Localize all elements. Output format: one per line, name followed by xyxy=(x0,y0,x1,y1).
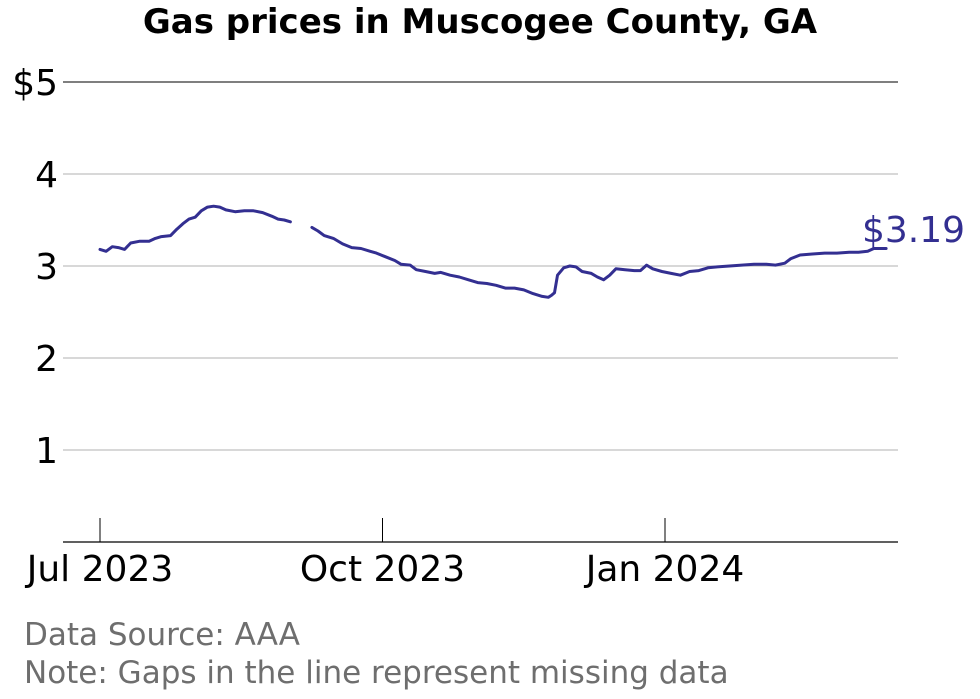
y-tick-label: 2 xyxy=(35,339,58,380)
y-tick-label: 4 xyxy=(35,155,58,196)
gridlines xyxy=(63,81,898,451)
chart-title: Gas prices in Muscogee County, GA xyxy=(142,2,818,42)
y-axis-tick-labels: $5 4 3 2 1 xyxy=(12,63,58,472)
source-note-block: Data Source: AAA Note: Gaps in the line … xyxy=(24,616,729,692)
y-tick-label: 1 xyxy=(35,431,58,472)
y-tick-label: $5 xyxy=(12,63,58,104)
latest-price-label: $3.19 xyxy=(862,210,965,251)
x-tick-label: Jul 2023 xyxy=(25,549,174,590)
y-tick-label: 3 xyxy=(35,247,58,288)
price-series xyxy=(98,204,888,299)
x-tick-label: Jan 2024 xyxy=(584,549,745,590)
data-source: Data Source: AAA xyxy=(24,617,300,653)
series-line-segment xyxy=(98,204,292,253)
x-tick-label: Oct 2023 xyxy=(300,549,465,590)
missing-data-note: Note: Gaps in the line represent missing… xyxy=(24,655,729,691)
series-line-segment xyxy=(310,225,888,299)
x-axis-ticks: Jul 2023 Oct 2023 Jan 2024 xyxy=(25,518,745,590)
